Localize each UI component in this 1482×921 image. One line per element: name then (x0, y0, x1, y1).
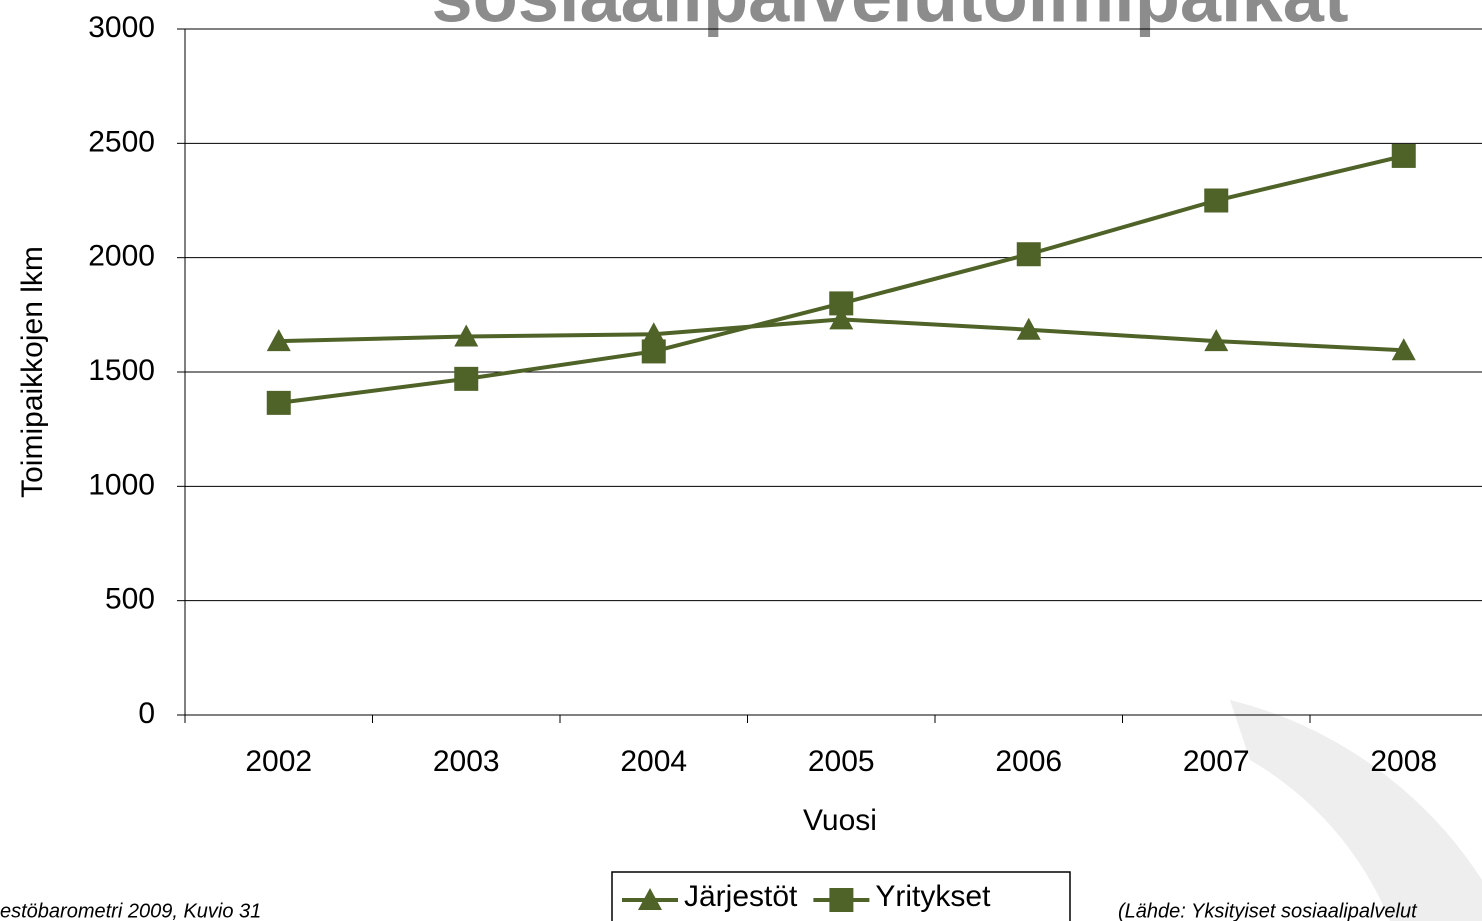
legend-marker (829, 888, 854, 912)
chart-title: sosiaalipalvelutoimipaikat (431, 0, 1348, 38)
footnote: estöbarometri 2009, Kuvio 31 (0, 900, 261, 921)
data-point (266, 390, 291, 415)
data-point (1016, 242, 1041, 267)
data-point (1204, 329, 1229, 352)
data-point (641, 322, 666, 345)
y-tick-label: 1500 (88, 354, 155, 387)
y-tick-label: 0 (138, 697, 155, 730)
data-point (454, 366, 479, 391)
legend-label: Yritykset (875, 880, 991, 913)
y-tick-label: 2000 (88, 240, 155, 273)
data-point (829, 291, 854, 316)
y-tick-label: 3000 (88, 11, 155, 44)
data-point (1016, 317, 1041, 340)
data-point (641, 339, 666, 364)
x-tick-label: 2006 (995, 745, 1062, 778)
footnote: (Lähde: Yksityiset sosiaalipalvelut (1118, 900, 1418, 921)
background-arc (1230, 700, 1482, 921)
x-tick-label: 2003 (433, 745, 500, 778)
data-point (454, 324, 479, 347)
data-point (1391, 143, 1416, 168)
data-point (829, 307, 854, 330)
y-tick-label: 500 (105, 583, 155, 616)
y-axis-label: Toimipaikkojen lkm (16, 246, 49, 498)
legend-label: Järjestöt (684, 880, 798, 913)
data-point (266, 329, 291, 352)
y-tick-label: 1000 (88, 468, 155, 501)
x-axis-label: Vuosi (803, 804, 877, 837)
series-line (278, 153, 1405, 405)
y-tick-label: 2500 (88, 125, 155, 158)
x-tick-label: 2004 (620, 745, 687, 778)
legend-marker (638, 888, 662, 910)
x-tick-label: 2007 (1183, 745, 1250, 778)
x-tick-label: 2005 (808, 745, 875, 778)
x-tick-label: 2008 (1370, 745, 1437, 778)
x-tick-label: 2002 (245, 745, 312, 778)
data-point (1204, 188, 1229, 213)
data-point (1391, 338, 1416, 361)
